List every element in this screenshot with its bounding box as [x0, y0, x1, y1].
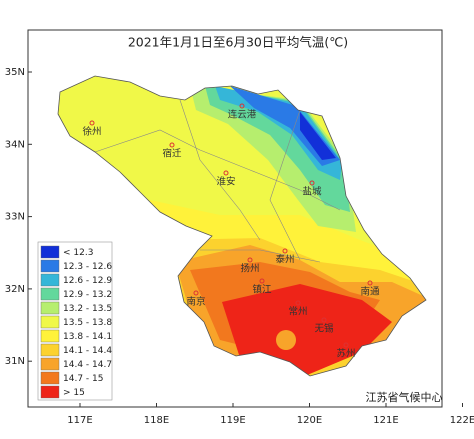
legend-label: 14.4 - 14.7: [63, 360, 112, 370]
city-label: 连云港: [228, 109, 257, 121]
y-tick-label: 34N: [5, 139, 25, 150]
city-marker: [169, 142, 175, 148]
legend-label: 13.5 - 13.8: [63, 318, 112, 328]
city-marker: [321, 317, 327, 323]
y-tick-label: 32N: [5, 284, 25, 295]
province-outline: [57, 75, 427, 377]
x-tick-label: 121E: [373, 415, 398, 426]
city-marker: [282, 248, 288, 254]
city-marker: [247, 257, 253, 263]
legend-label: 13.2 - 13.5: [63, 304, 112, 314]
y-tick-label: 35N: [5, 67, 25, 78]
legend-swatch: [40, 357, 60, 371]
city-label: 镇江: [252, 284, 272, 296]
legend-label: 12.6 - 12.9: [63, 276, 112, 286]
legend-swatch: [40, 329, 60, 343]
city-marker: [309, 180, 315, 186]
source-label: 江苏省气候中心: [366, 390, 443, 404]
legend-swatch: [40, 343, 60, 357]
legend-swatch: [40, 287, 60, 301]
legend-swatch: [40, 245, 60, 259]
legend-swatch: [40, 259, 60, 273]
legend-label: 12.3 - 12.6: [63, 262, 112, 272]
legend-label: < 12.3: [63, 248, 93, 258]
legend-swatch: [40, 273, 60, 287]
city-label: 泰州: [275, 254, 294, 266]
legend-label: 12.9 - 13.2: [63, 290, 112, 300]
city-marker: [259, 278, 265, 284]
legend-label: > 15: [63, 388, 85, 398]
city-label: 徐州: [82, 126, 101, 138]
city-label: 无锡: [314, 323, 333, 335]
city-marker: [193, 290, 199, 296]
legend-label: 13.8 - 14.1: [63, 332, 112, 342]
city-marker: [295, 300, 301, 306]
legend-label: 14.1 - 14.4: [63, 346, 112, 356]
legend-swatch: [40, 385, 60, 399]
city-label: 宿迁: [162, 148, 182, 160]
x-tick-label: 117E: [67, 415, 92, 426]
map-title: 2021年1月1日至6月30日平均气温(℃): [128, 35, 348, 50]
x-tick-label: 120E: [297, 415, 322, 426]
city-label: 常州: [288, 306, 307, 318]
legend-swatch: [40, 371, 60, 385]
y-tick-label: 31N: [5, 356, 25, 367]
city-marker: [239, 103, 245, 109]
city-marker: [343, 342, 349, 348]
x-tick-label: 118E: [144, 415, 169, 426]
legend-swatch: [40, 301, 60, 315]
city-label: 盐城: [302, 186, 322, 198]
city-label: 南通: [360, 286, 380, 298]
legend-label: 14.7 - 15: [63, 374, 103, 384]
city-label: 淮安: [216, 176, 235, 188]
city-marker: [89, 120, 95, 126]
x-tick-label: 119E: [220, 415, 245, 426]
city-marker: [223, 170, 229, 176]
city-label: 扬州: [240, 263, 259, 275]
city-label: 苏州: [336, 348, 355, 360]
y-tick-label: 33N: [5, 212, 25, 223]
city-marker: [367, 280, 373, 286]
city-label: 南京: [186, 296, 205, 308]
legend-swatch: [40, 315, 60, 329]
x-tick-label: 122E: [450, 415, 474, 426]
